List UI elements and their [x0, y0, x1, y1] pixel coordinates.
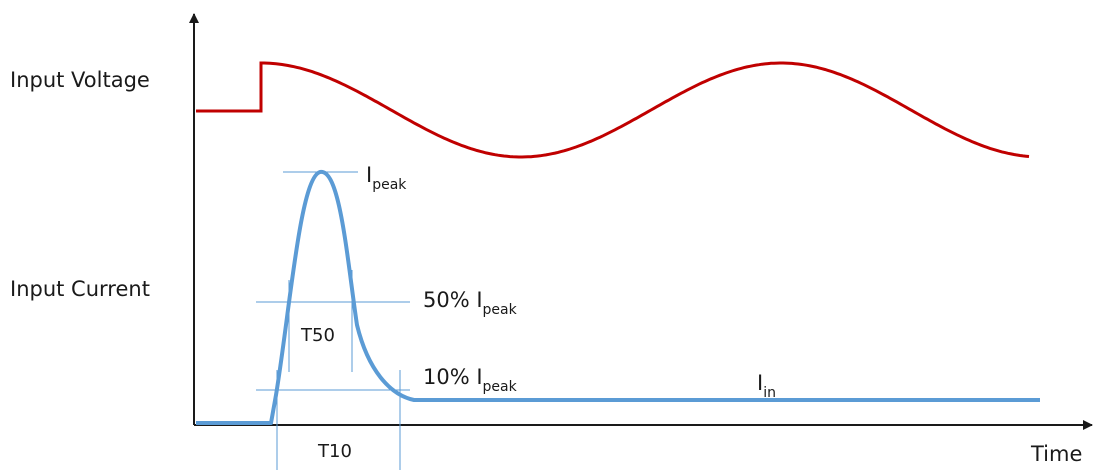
- i-peak-main: I: [366, 163, 372, 187]
- fifty-percent-ipeak-label: 50% Ipeak: [423, 288, 518, 318]
- i-peak-sub: peak: [372, 177, 407, 193]
- input-current-label: Input Current: [10, 277, 150, 301]
- t50-label: T50: [300, 325, 335, 346]
- time-axis-label: Time: [1030, 442, 1082, 466]
- ten-percent-ipeak-label: 10% Ipeak: [423, 365, 518, 395]
- input-voltage-label: Input Voltage: [10, 68, 150, 92]
- i-in-label: Iin: [757, 371, 776, 401]
- ten-percent-prefix: 10% I: [423, 365, 483, 389]
- t10-label: T10: [317, 441, 352, 462]
- i-in-sub: in: [763, 385, 776, 401]
- i-peak-label: Ipeak: [366, 163, 407, 193]
- fifty-percent-prefix: 50% I: [423, 288, 483, 312]
- current-waveform: [196, 170, 1040, 425]
- fifty-percent-sub: peak: [483, 302, 518, 318]
- i-in-main: I: [757, 371, 763, 395]
- ten-percent-sub: peak: [483, 379, 518, 395]
- voltage-waveform: [196, 61, 1030, 159]
